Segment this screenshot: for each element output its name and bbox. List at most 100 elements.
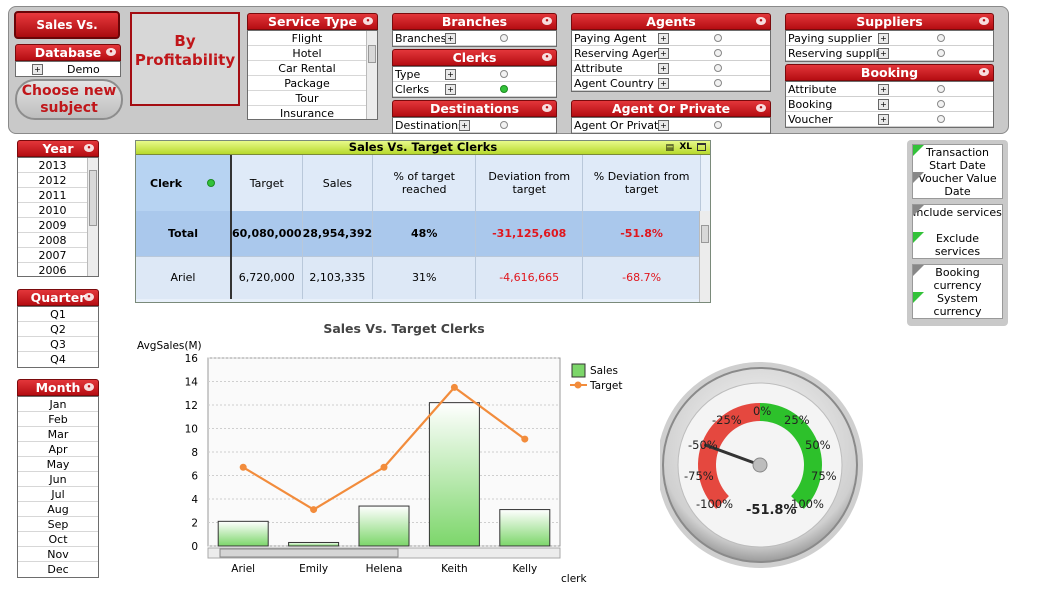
pin-icon[interactable]: • [542,104,552,112]
cell-clerk[interactable]: Ariel [136,256,232,299]
booking-row[interactable]: Attribute + [786,82,993,97]
print-icon[interactable]: ▤ [665,143,674,153]
list-item[interactable]: Sep [18,517,98,532]
expand-icon[interactable]: + [445,32,456,44]
expand-icon[interactable]: + [878,32,889,44]
expand-icon[interactable]: + [445,68,456,80]
agents-row[interactable]: Agent Country + [572,76,770,91]
pin-icon[interactable]: • [106,48,116,56]
pin-icon[interactable]: • [756,104,766,112]
expand-icon[interactable]: + [878,83,889,95]
option-voucher-value-date[interactable]: Voucher Value Date [913,172,1002,199]
list-item[interactable]: Q1 [18,307,98,322]
database-row[interactable]: + Demo [15,61,121,77]
list-item[interactable]: Insurance [248,106,366,119]
table-scrollbar[interactable] [699,211,710,302]
option-system-currency[interactable]: System currency [913,292,1002,319]
suppliers-row[interactable]: Reserving supplier+ [786,46,993,61]
scrollbar[interactable] [87,158,98,276]
expand-icon[interactable]: + [878,113,889,125]
column-header-clerk[interactable]: Clerk [136,155,232,211]
pin-icon[interactable]: • [84,293,94,301]
column-header-pct-reached[interactable]: % of target reached [372,155,477,211]
expand-icon[interactable]: + [459,119,470,131]
pin-icon[interactable]: • [979,68,989,76]
pin-icon[interactable]: • [363,17,373,25]
list-item[interactable]: Jan [18,397,98,412]
list-item[interactable]: Aug [18,502,98,517]
expand-icon[interactable]: + [445,83,456,95]
list-item[interactable]: 2006 [18,263,87,276]
pin-icon[interactable]: • [542,53,552,61]
list-item[interactable]: Dec [47,563,69,576]
clerks-row-clerks[interactable]: Clerks + [393,82,556,97]
clerks-row-type[interactable]: Type + [393,67,556,82]
expand-icon[interactable]: + [658,32,669,44]
list-item[interactable]: Jul [18,487,98,502]
list-item[interactable]: 2007 [18,248,87,263]
suppliers-row[interactable]: Paying supplier + [786,31,993,46]
list-item[interactable]: Oct [18,532,98,547]
list-item[interactable]: May [18,457,98,472]
agent-or-private-row[interactable]: Agent Or Private + [572,118,770,133]
expand-icon[interactable]: + [658,119,669,131]
options-panel: Transaction Start Date Voucher Value Dat… [907,140,1008,326]
expand-icon[interactable]: + [32,63,43,75]
list-item[interactable]: Mar [18,427,98,442]
destinations-row[interactable]: Destinations + [393,118,556,133]
column-header-target[interactable]: Target [231,155,303,211]
by-profitability-button[interactable]: By Profitability [130,12,240,106]
agents-row[interactable]: Paying Agent + [572,31,770,46]
expand-icon[interactable]: + [658,77,669,89]
agents-row[interactable]: Reserving Agent + [572,46,770,61]
list-item[interactable]: Apr [18,442,98,457]
column-header-sales[interactable]: Sales [302,155,374,211]
branches-row[interactable]: Branches + [393,31,556,46]
expand-icon[interactable]: + [878,47,889,59]
sales-vs-target-button[interactable]: Sales Vs. Target [14,11,120,56]
list-item[interactable]: 2011 [18,188,87,203]
scrollbar[interactable] [366,31,377,119]
choose-subject-button[interactable]: Choose new subject [15,79,123,120]
option-booking-currency[interactable]: Booking currency [913,265,1002,292]
expand-icon[interactable]: + [878,98,889,110]
list-item[interactable]: Hotel [248,46,366,61]
chart-scrollbar-thumb[interactable] [219,548,399,558]
clerks-title: Clerks [452,50,497,65]
status-dot [937,49,945,57]
pin-icon[interactable]: • [979,17,989,25]
booking-row[interactable]: Voucher + [786,112,993,127]
column-header-deviation[interactable]: Deviation from target [475,155,584,211]
status-dot [714,121,722,129]
option-include-services[interactable]: Include services [913,205,1002,219]
excel-export-button[interactable]: XL [679,142,692,152]
list-item[interactable]: 2009 [18,218,87,233]
booking-row[interactable]: Booking + [786,97,993,112]
pin-icon[interactable]: • [84,144,94,152]
pin-icon[interactable]: • [84,383,94,391]
list-item[interactable]: Jun [18,472,98,487]
option-transaction-start-date[interactable]: Transaction Start Date [913,145,1002,172]
list-item[interactable]: Nov [18,547,98,562]
list-item[interactable]: Flight [248,31,366,46]
option-exclude-services[interactable]: Exclude services [913,232,1002,259]
expand-icon[interactable]: + [658,62,669,74]
list-item[interactable]: Q4 [50,353,66,366]
list-item[interactable]: Car Rental [248,61,366,76]
list-item[interactable]: 2008 [18,233,87,248]
list-item[interactable]: Feb [18,412,98,427]
list-item[interactable]: Q2 [18,322,98,337]
table-row[interactable]: Ariel 6,720,000 2,103,335 31% -4,616,665… [136,256,701,299]
list-item[interactable]: 2012 [18,173,87,188]
list-item[interactable]: Package [248,76,366,91]
list-item[interactable]: Q3 [18,337,98,352]
pin-icon[interactable]: • [756,17,766,25]
maximize-icon[interactable] [697,143,706,151]
list-item[interactable]: 2013 [18,158,87,173]
pin-icon[interactable]: • [542,17,552,25]
expand-icon[interactable]: + [658,47,669,59]
agents-row[interactable]: Attribute + [572,61,770,76]
list-item[interactable]: 2010 [18,203,87,218]
list-item[interactable]: Tour [248,91,366,106]
column-header-pct-deviation[interactable]: % Deviation from target [582,155,701,211]
